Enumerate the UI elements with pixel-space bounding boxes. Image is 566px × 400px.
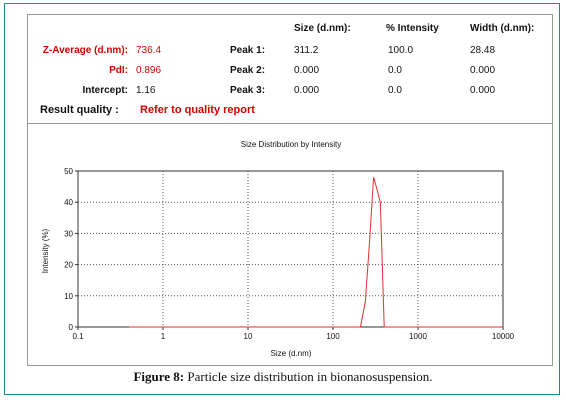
intercept-label: Intercept: [82,85,128,96]
y-tick-label: 50 [64,167,73,176]
y-tick-label: 10 [64,292,73,301]
caption-text: Particle size distribution in bionanosus… [187,369,433,384]
x-tick-label: 1000 [409,332,427,341]
peak1-size: 311.2 [294,45,319,56]
grid [78,171,503,327]
peak3-intensity: 0.0 [388,85,402,96]
peak3-width: 0.000 [470,85,496,96]
y-tick-label: 0 [69,323,74,332]
peak1-width: 28.48 [470,45,496,56]
figure-caption: Figure 8: Particle size distribution in … [5,369,561,385]
peak3-label: Peak 3: [230,85,266,96]
peak2-label: Peak 2: [230,65,266,76]
pdi-value: 0.896 [136,65,162,76]
intercept-value: 1.16 [136,85,156,96]
size-distribution-chart: Size Distribution by Intensity Size (d.n… [41,140,515,358]
header-width: Width (d.nm): [470,23,535,34]
peak2-width: 0.000 [470,65,496,76]
y-tick-label: 40 [64,198,73,207]
peak2-intensity: 0.0 [388,65,402,76]
plot-area [77,170,504,328]
header-size: Size (d.nm): [294,23,351,34]
peak1-intensity: 100.0 [388,45,414,56]
x-tick-label: 10000 [492,332,515,341]
chart-title: Size Distribution by Intensity [241,140,342,149]
peak2-size: 0.000 [294,65,320,76]
panel-divider [28,123,552,124]
tick-labels: 0 10 20 30 40 50 0.1 1 10 100 1000 10000 [64,167,515,341]
caption-label: Figure 8: [133,369,185,384]
y-tick-label: 30 [64,229,73,238]
quality-label: Result quality : [40,104,119,116]
x-tick-label: 1 [161,332,166,341]
results-panel: Size (d.nm): % Intensity Width (d.nm): Z… [27,14,553,366]
y-tick-label: 20 [64,261,73,270]
peak1-label: Peak 1: [230,45,266,56]
pdi-label: PdI: [109,65,128,76]
x-tick-label: 10 [244,332,253,341]
quality-link[interactable]: Refer to quality report [140,104,255,116]
zaverage-value: 736.4 [136,45,162,56]
intensity-curve [129,177,503,328]
x-axis-label: Size (d.nm) [271,349,312,358]
x-tick-label: 0.1 [72,332,84,341]
header-intensity: % Intensity [386,23,439,34]
y-axis-label: Intensity (%) [41,228,50,273]
peak3-size: 0.000 [294,85,320,96]
zaverage-label: Z-Average (d.nm): [42,45,128,56]
x-tick-label: 100 [326,332,340,341]
figure-frame: Size (d.nm): % Intensity Width (d.nm): Z… [4,3,560,395]
